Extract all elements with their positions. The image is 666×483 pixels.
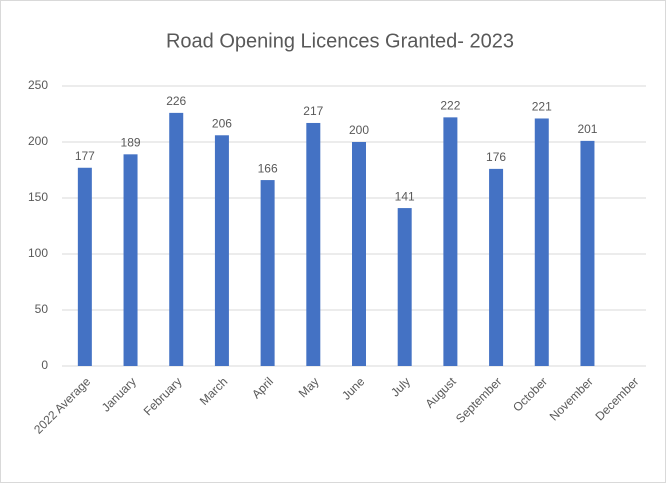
bar — [77, 167, 92, 366]
y-tick-label: 150 — [28, 190, 48, 204]
data-label: 226 — [166, 94, 186, 108]
data-label: 166 — [258, 161, 278, 175]
bar — [580, 140, 595, 366]
bar — [214, 135, 229, 366]
bar — [397, 208, 412, 366]
y-tick-label: 50 — [35, 302, 49, 316]
bar — [489, 168, 504, 366]
data-label: 177 — [75, 149, 95, 163]
bar — [534, 118, 549, 366]
data-label: 222 — [440, 99, 460, 113]
bar — [443, 117, 458, 366]
y-tick-label: 200 — [28, 134, 48, 148]
data-label: 141 — [395, 189, 415, 203]
data-label: 217 — [303, 104, 323, 118]
bar — [260, 180, 275, 366]
chart-title: Road Opening Licences Granted- 2023 — [166, 30, 514, 52]
data-label: 200 — [349, 123, 369, 137]
data-label: 221 — [532, 100, 552, 114]
bar — [352, 142, 366, 366]
data-label: 189 — [121, 135, 141, 149]
y-tick-label: 0 — [41, 358, 48, 372]
y-tick-label: 100 — [28, 246, 48, 260]
bar — [123, 154, 138, 366]
y-tick-label: 250 — [28, 78, 48, 92]
bar — [169, 112, 184, 366]
data-label: 206 — [212, 116, 232, 130]
data-label: 176 — [486, 150, 506, 164]
bar — [306, 122, 321, 367]
data-label: 201 — [577, 122, 597, 136]
